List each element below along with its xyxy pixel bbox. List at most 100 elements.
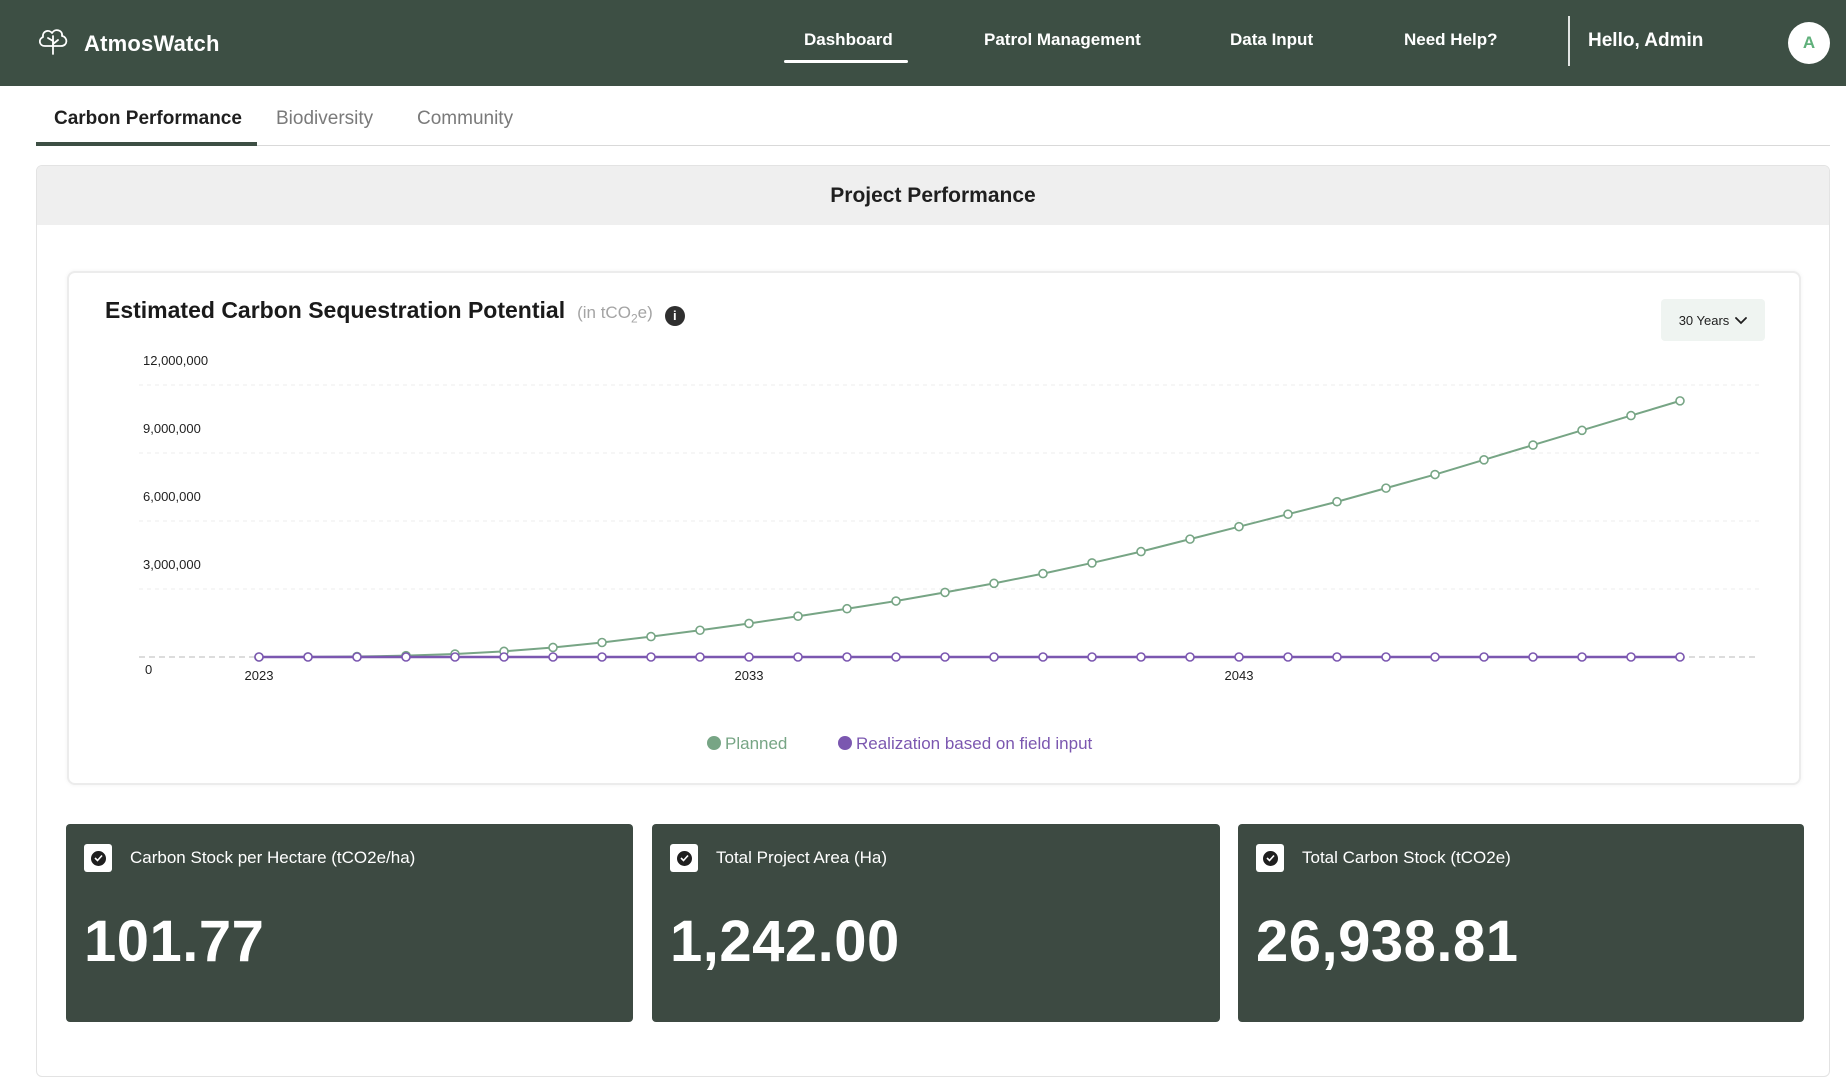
data-point-realization[interactable] [548, 652, 558, 662]
data-point-realization[interactable] [891, 652, 901, 662]
data-point-planned[interactable] [1381, 483, 1391, 493]
data-point-realization[interactable] [499, 652, 509, 662]
chevron-down-icon [1735, 313, 1748, 328]
data-point-planned[interactable] [891, 596, 901, 606]
data-point-planned[interactable] [989, 578, 999, 589]
check-icon[interactable] [1256, 844, 1284, 872]
tab-carbon-performance[interactable]: Carbon Performance [54, 108, 242, 129]
data-point-realization[interactable] [1577, 652, 1587, 662]
nav-divider [1568, 16, 1570, 66]
range-dropdown-value: 30 Years [1678, 312, 1730, 328]
y-tick-label: 12,000,000 [143, 353, 208, 368]
section-tabs: Carbon Performance Biodiversity Communit… [36, 100, 1830, 146]
nav-active-indicator [784, 60, 908, 63]
data-point-realization[interactable] [695, 652, 705, 662]
user-greeting: Hello, Admin [1588, 30, 1704, 51]
data-point-planned[interactable] [744, 618, 754, 629]
data-point-realization[interactable] [1528, 652, 1538, 662]
legend-swatch [707, 736, 721, 750]
data-point-planned[interactable] [1038, 568, 1048, 579]
y-tick-label: 6,000,000 [143, 489, 201, 504]
data-point-planned[interactable] [1577, 425, 1587, 436]
tab-community[interactable]: Community [417, 108, 514, 129]
x-tick-label: 2023 [245, 668, 274, 683]
tab-biodiversity[interactable]: Biodiversity [276, 108, 374, 129]
data-point-realization[interactable] [254, 652, 264, 662]
data-point-realization[interactable] [1626, 652, 1636, 662]
stat-label: Total Project Area (Ha) [716, 848, 888, 867]
stat-card-total-area: Total Project Area (Ha) 1,242.00 [652, 824, 1220, 1022]
data-point-planned[interactable] [646, 631, 656, 642]
data-point-planned[interactable] [1479, 455, 1489, 465]
tree-cloud-icon [36, 26, 70, 61]
data-point-realization[interactable] [1087, 652, 1097, 662]
legend-label: Realization based on field input [856, 734, 1093, 753]
x-tick-label: 2043 [1225, 668, 1254, 683]
data-point-realization[interactable] [1234, 652, 1244, 662]
data-point-realization[interactable] [303, 652, 313, 662]
nav-item-dashboard[interactable]: Dashboard [804, 30, 893, 49]
data-point-realization[interactable] [1675, 652, 1685, 662]
stat-card-carbon-per-hectare: Carbon Stock per Hectare (tCO2e/ha) 101.… [66, 824, 633, 1022]
tab-active-indicator [36, 142, 257, 146]
data-point-realization[interactable] [450, 652, 460, 662]
data-point-planned[interactable] [1332, 496, 1342, 507]
nav-item-data-input[interactable]: Data Input [1230, 30, 1314, 49]
chart-title-text: Estimated Carbon Sequestration Potential [105, 297, 566, 323]
stat-label: Total Carbon Stock (tCO2e) [1302, 848, 1511, 867]
data-point-realization[interactable] [1038, 652, 1048, 662]
data-point-realization[interactable] [1381, 652, 1391, 662]
data-point-planned[interactable] [695, 625, 705, 636]
data-point-planned[interactable] [1087, 558, 1097, 568]
data-point-realization[interactable] [352, 652, 362, 662]
data-point-realization[interactable] [842, 652, 852, 662]
range-dropdown[interactable]: 30 Years [1661, 299, 1765, 341]
data-point-planned[interactable] [793, 611, 803, 622]
stat-value: 1,242.00 [670, 909, 900, 974]
data-point-planned[interactable] [1136, 546, 1146, 557]
data-point-planned[interactable] [1626, 410, 1636, 421]
brand[interactable]: AtmosWatch [36, 26, 220, 61]
data-point-realization[interactable] [1332, 652, 1342, 662]
data-point-realization[interactable] [1283, 652, 1293, 662]
chart-unit: (in tCO2e) [577, 303, 653, 326]
data-point-planned[interactable] [1528, 440, 1538, 450]
data-point-planned[interactable] [940, 587, 950, 598]
legend-item-realization[interactable]: Realization based on field input [838, 734, 1093, 753]
avatar[interactable]: A [1788, 22, 1830, 64]
chart-card: Estimated Carbon Sequestration Potential… [67, 271, 1801, 785]
project-performance-panel: Project Performance Estimated Carbon Seq… [36, 165, 1830, 1077]
data-point-planned[interactable] [548, 642, 558, 653]
data-point-planned[interactable] [1675, 396, 1685, 406]
data-point-realization[interactable] [1185, 652, 1195, 662]
data-point-planned[interactable] [1283, 509, 1293, 519]
data-point-planned[interactable] [1234, 521, 1244, 532]
data-point-realization[interactable] [793, 652, 803, 662]
data-point-realization[interactable] [1136, 652, 1146, 662]
y-tick-label: 0 [145, 662, 152, 677]
app-name: AtmosWatch [84, 30, 220, 56]
stat-label: Carbon Stock per Hectare (tCO2e/ha) [130, 848, 416, 867]
data-point-realization[interactable] [646, 652, 656, 662]
data-point-realization[interactable] [401, 652, 411, 662]
data-point-realization[interactable] [989, 652, 999, 662]
panel-title: Project Performance [37, 166, 1829, 225]
info-icon[interactable]: i [664, 305, 685, 326]
nav-item-patrol-management[interactable]: Patrol Management [984, 30, 1141, 49]
x-tick-label: 2033 [735, 668, 764, 683]
data-point-realization[interactable] [940, 652, 950, 662]
data-point-planned[interactable] [842, 603, 852, 614]
check-icon[interactable] [670, 844, 698, 872]
data-point-realization[interactable] [1479, 652, 1489, 662]
data-point-realization[interactable] [597, 652, 607, 662]
legend-item-planned[interactable]: Planned [707, 734, 787, 753]
nav-item-need-help[interactable]: Need Help? [1404, 30, 1498, 49]
data-point-realization[interactable] [1430, 652, 1440, 662]
chart-title: Estimated Carbon Sequestration Potential… [105, 297, 685, 326]
data-point-planned[interactable] [597, 637, 607, 648]
data-point-realization[interactable] [744, 652, 754, 662]
data-point-planned[interactable] [1185, 534, 1195, 544]
stat-value: 26,938.81 [1256, 909, 1519, 974]
data-point-planned[interactable] [1430, 469, 1440, 480]
check-icon[interactable] [84, 844, 112, 872]
